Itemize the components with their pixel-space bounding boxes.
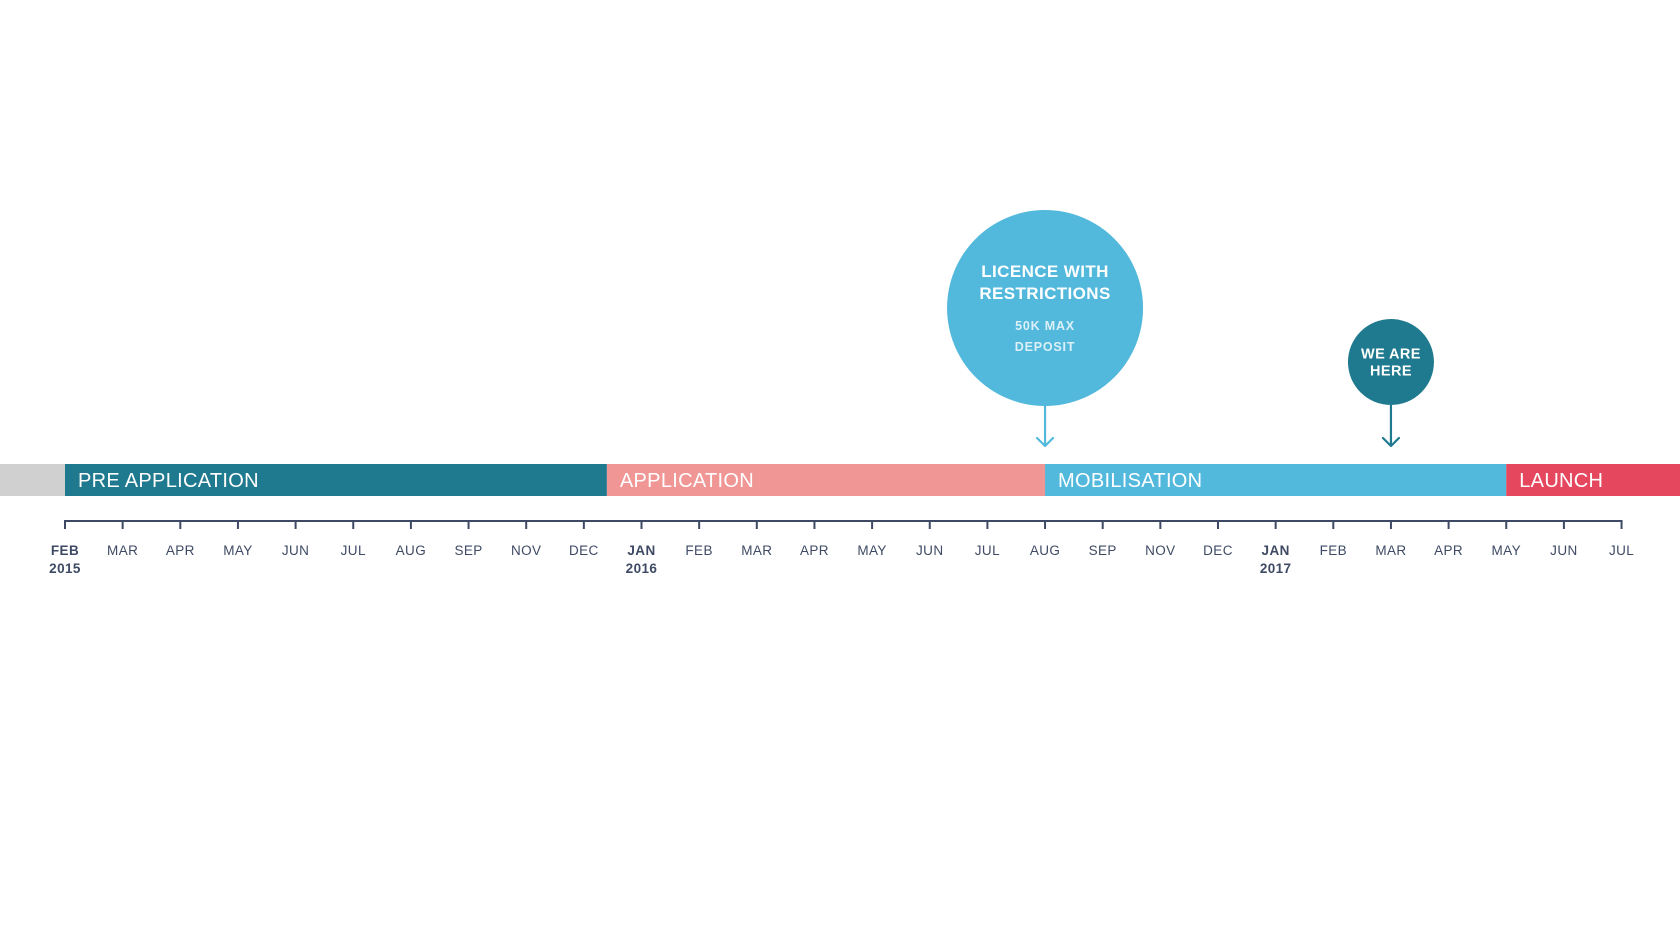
month-label: NOV	[511, 543, 541, 558]
milestone-licence-with-restrictions: LICENCE WITH RESTRICTIONS 50K MAX DEPOSIT	[947, 210, 1144, 448]
milestone-title: HERE	[1370, 364, 1412, 380]
month-label: JAN	[1262, 543, 1290, 558]
month-label: MAY	[223, 543, 252, 558]
phase-label-launch: LAUNCH	[1519, 470, 1603, 492]
month-label: AUG	[1030, 543, 1060, 558]
milestone-subtitle: 50K MAX	[1015, 319, 1075, 333]
month-label: MAY	[1492, 543, 1521, 558]
phase-bar: PRE APPLICATION APPLICATION MOBILISATION LA…	[0, 464, 1680, 496]
month-label: DEC	[1203, 543, 1233, 558]
arrow-head-icon	[1381, 436, 1401, 448]
month-axis: FEB 2015 MAR APR MAY JUN JUL AUG SEP NOV DEC JAN 201…	[49, 520, 1634, 576]
month-label: AUG	[396, 543, 426, 558]
month-label: DEC	[569, 543, 599, 558]
month-label: NOV	[1145, 543, 1175, 558]
month-label: APR	[166, 543, 195, 558]
month-label: MAY	[857, 543, 886, 558]
milestone-title: LICENCE WITH	[981, 262, 1109, 281]
year-label: 2017	[1260, 561, 1292, 576]
milestone-bubble	[947, 210, 1144, 406]
month-label: FEB	[685, 543, 712, 558]
month-label: JUL	[1609, 543, 1634, 558]
month-label: MAR	[107, 543, 138, 558]
month-label: APR	[1434, 543, 1463, 558]
month-label: SEP	[1089, 543, 1117, 558]
month-label: SEP	[454, 543, 482, 558]
milestone-bubble	[1347, 319, 1434, 405]
year-label: 2016	[626, 561, 658, 576]
month-label: JUN	[916, 543, 943, 558]
month-label: FEB	[1320, 543, 1347, 558]
phase-mobilisation	[1045, 464, 1507, 496]
month-label: FEB	[51, 543, 79, 558]
month-label: MAR	[1375, 543, 1406, 558]
milestone-subtitle: DEPOSIT	[1015, 340, 1075, 354]
month-label: JAN	[627, 543, 655, 558]
phase-label-mobilisation: MOBILISATION	[1058, 470, 1202, 492]
month-label: JUN	[282, 543, 309, 558]
month-label: APR	[800, 543, 829, 558]
phase-pre-application	[65, 464, 607, 496]
arrow-head-icon	[1035, 436, 1055, 448]
phase-lead-in	[0, 464, 65, 496]
month-label: JUN	[1550, 543, 1577, 558]
milestone-title: WE ARE	[1361, 347, 1421, 363]
phase-application	[606, 464, 1046, 496]
month-label: JUL	[341, 543, 366, 558]
milestone-title: RESTRICTIONS	[979, 284, 1110, 303]
milestones: LICENCE WITH RESTRICTIONS 50K MAX DEPOSIT WE…	[947, 210, 1434, 448]
month-label: MAR	[741, 543, 772, 558]
phase-label-pre-application: PRE APPLICATION	[78, 470, 259, 492]
month-label: JUL	[975, 543, 1000, 558]
phase-launch	[1506, 464, 1680, 496]
year-label: 2015	[49, 561, 81, 576]
phase-label-application: APPLICATION	[620, 470, 754, 492]
